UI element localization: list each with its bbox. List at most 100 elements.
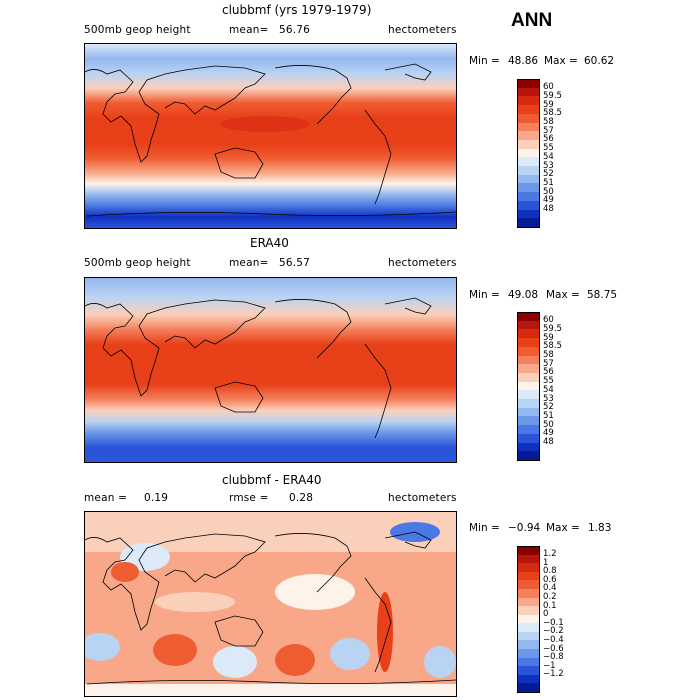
panel3-colorbar: 1.2 1 0.8 0.6 0.4 0.2 0.1 0 −0.1 −0.2 −0.4 −0.6 −0.8… <box>517 546 577 694</box>
colorbar-label: 58.5 <box>543 108 562 119</box>
colorbar-swatch <box>517 623 540 633</box>
colorbar-label: 55 <box>543 143 554 154</box>
panel1-mean-label: mean= <box>229 24 269 36</box>
colorbar-swatch <box>517 346 540 357</box>
colorbar-swatch <box>517 200 540 211</box>
panel1-coastlines <box>85 63 456 217</box>
panel3-min-value: −0.94 <box>508 522 541 534</box>
panel2-coastlines <box>85 297 432 439</box>
colorbar-label: 57 <box>543 125 554 136</box>
colorbar-label: 59 <box>543 332 554 343</box>
colorbar-label: 48 <box>543 437 554 448</box>
panel1-variable: 500mb geop height <box>84 24 191 36</box>
colorbar-swatch <box>517 79 540 90</box>
colorbar-label: −0.2 <box>543 626 564 637</box>
panel1-title: clubbmf (yrs 1979-1979) <box>222 3 372 17</box>
panel3-max-label: Max = <box>546 522 580 534</box>
colorbar-swatch <box>517 364 540 374</box>
panel1-max-label: Max = <box>544 55 578 67</box>
colorbar-label: 59 <box>543 99 554 110</box>
panel3-mean-label: mean = <box>84 492 128 504</box>
colorbar-swatch <box>517 666 540 676</box>
panel2-units: hectometers <box>388 257 457 269</box>
panel1-colorbar: 60 59.5 59 58.5 58 57 56 55 54 53 52 51 50 49 48 <box>517 79 577 229</box>
panel3-units: hectometers <box>388 492 457 504</box>
colorbar-swatch <box>517 649 540 659</box>
colorbar-swatch <box>517 174 540 184</box>
colorbar-label: −0.8 <box>543 652 564 663</box>
panel3-coastlines <box>85 531 456 685</box>
colorbar-swatch <box>517 425 540 435</box>
panel3-map <box>84 511 457 697</box>
panel1-units: hectometers <box>388 24 457 36</box>
colorbar-label: 54 <box>543 384 554 395</box>
colorbar-swatch <box>517 381 540 391</box>
colorbar-label: 0 <box>543 609 549 620</box>
colorbar-swatch <box>517 355 540 365</box>
colorbar-label: 49 <box>543 428 554 439</box>
panel3-max-value: 1.83 <box>588 522 612 534</box>
colorbar-swatch <box>517 329 540 339</box>
colorbar-label: −0.4 <box>543 634 564 645</box>
colorbar-swatch <box>517 451 540 462</box>
colorbar-label: 58.5 <box>543 341 562 352</box>
panel2-min-value: 49.08 <box>508 289 539 301</box>
colorbar-swatch <box>517 183 540 193</box>
colorbar-swatch <box>517 113 540 124</box>
colorbar-swatch <box>517 87 540 97</box>
panel1-map <box>84 43 457 229</box>
panel2-mean-value: 56.57 <box>279 257 311 269</box>
colorbar-swatch <box>517 442 540 452</box>
colorbar-label: 60 <box>543 82 554 93</box>
colorbar-label: 53 <box>543 160 554 171</box>
colorbar-label: 49 <box>543 195 554 206</box>
colorbar-label: 51 <box>543 177 554 188</box>
colorbar-swatch <box>517 597 540 607</box>
colorbar-swatch <box>517 338 540 348</box>
colorbar-swatch <box>517 192 540 202</box>
colorbar-label: 0.1 <box>543 600 557 611</box>
colorbar-label: 52 <box>543 169 554 180</box>
colorbar-label: 55 <box>543 376 554 387</box>
panel2-min-label: Min = <box>469 289 500 301</box>
panel2-colorbar: 60 59.5 59 58.5 58 57 56 55 54 53 52 51 50 49 48 <box>517 312 577 462</box>
colorbar-swatch <box>517 131 540 141</box>
colorbar-swatch <box>517 320 540 330</box>
colorbar-label: 0.2 <box>543 592 557 603</box>
colorbar-label: 1.2 <box>543 549 557 560</box>
colorbar-swatch <box>517 683 540 694</box>
panel3-rmse-value: 0.28 <box>289 492 314 504</box>
panel3-min-label: Min = <box>469 522 500 534</box>
colorbar-label: 54 <box>543 151 554 162</box>
colorbar-label: −0.1 <box>543 617 564 628</box>
colorbar-swatch <box>517 96 540 106</box>
colorbar-swatch <box>517 606 540 616</box>
colorbar-label: −0.6 <box>543 643 564 654</box>
colorbar-label: 50 <box>543 186 554 197</box>
colorbar-swatch <box>517 407 540 417</box>
colorbar-swatch <box>517 588 540 599</box>
colorbar-swatch <box>517 122 540 132</box>
panel2-max-value: 58.75 <box>587 289 618 301</box>
panel3-rmse-label: rmse = <box>229 492 269 504</box>
colorbar-label: 51 <box>543 410 554 421</box>
colorbar-swatch <box>517 433 540 444</box>
panel2-max-label: Max = <box>546 289 580 301</box>
colorbar-swatch <box>517 390 540 400</box>
colorbar-swatch <box>517 157 540 167</box>
colorbar-label: −1 <box>543 660 556 671</box>
colorbar-swatch <box>517 631 540 641</box>
colorbar-swatch <box>517 139 540 150</box>
panel3-mean-value: 0.19 <box>144 492 169 504</box>
colorbar-swatch <box>517 416 540 426</box>
colorbar-swatch <box>517 563 540 573</box>
colorbar-label: 1 <box>543 557 549 568</box>
colorbar-label: 53 <box>543 393 554 404</box>
colorbar-label: 57 <box>543 358 554 369</box>
colorbar-label: 56 <box>543 134 554 145</box>
colorbar-swatch <box>517 640 540 650</box>
colorbar-label: 56 <box>543 367 554 378</box>
colorbar-label: 59.5 <box>543 90 562 101</box>
colorbar-swatch <box>517 657 540 667</box>
colorbar-swatch <box>517 571 540 581</box>
